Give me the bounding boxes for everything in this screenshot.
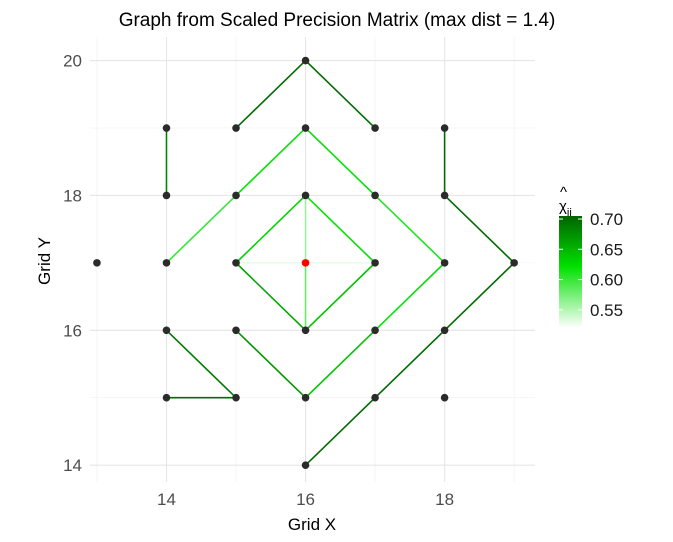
x-axis-ticks: 14 16 18 — [157, 490, 454, 509]
graph-edge — [374, 262, 446, 332]
graph-node — [440, 124, 449, 132]
legend-color-bar — [559, 216, 582, 328]
graph-node — [371, 124, 379, 132]
graph-node — [162, 326, 171, 335]
y-axis-label: Grid Y — [35, 237, 54, 285]
legend-ticks: 0.55 0.60 0.65 0.70 — [559, 210, 623, 320]
graph-node — [371, 191, 379, 200]
legend-title-subscript: ij — [567, 207, 572, 219]
graph-edge — [235, 127, 307, 197]
y-tick-label: 14 — [63, 456, 82, 475]
graph-node — [232, 124, 240, 132]
graph-edge — [304, 127, 376, 197]
y-tick-label: 20 — [63, 52, 82, 71]
graph-edge — [304, 396, 376, 466]
graph-node — [232, 191, 240, 200]
graph-node — [371, 393, 379, 402]
graph-node — [162, 393, 171, 402]
y-tick-label: 18 — [63, 186, 82, 205]
graph-node — [232, 326, 240, 335]
graph-node — [301, 124, 310, 132]
chart-title: Graph from Scaled Precision Matrix (max … — [119, 10, 556, 31]
graph-edge — [235, 329, 307, 399]
y-tick-label: 16 — [63, 321, 82, 340]
grid-lines — [90, 37, 535, 482]
x-tick-label: 16 — [296, 490, 315, 509]
legend-tick-label: 0.55 — [590, 301, 623, 320]
graph-node — [301, 393, 310, 402]
graph-edge — [304, 329, 376, 399]
graph-edge — [235, 59, 307, 129]
graph-edge — [235, 194, 307, 264]
graph-node — [162, 259, 171, 267]
graph-edge — [304, 194, 376, 264]
graph-node — [440, 191, 449, 200]
graph-edge — [374, 194, 446, 264]
graph-node — [371, 259, 379, 267]
graph-node — [162, 124, 171, 132]
color-legend: χij ^ 0.55 0.60 0.65 0.70 — [559, 184, 623, 328]
y-axis-ticks: 14 16 18 20 — [63, 52, 82, 476]
legend-tick-label: 0.60 — [590, 271, 623, 290]
graph-edge — [235, 262, 307, 332]
graph-node — [93, 259, 101, 267]
highlighted-node — [301, 259, 310, 267]
graph-node — [440, 326, 449, 335]
legend-tick-label: 0.65 — [590, 240, 623, 259]
graph-edge — [304, 262, 376, 332]
legend-title: χij — [559, 198, 572, 219]
graph-node — [232, 259, 240, 267]
graph-node — [301, 56, 310, 65]
graph-edge — [165, 194, 237, 264]
x-tick-label: 14 — [157, 490, 176, 509]
legend-title-symbol: χ — [559, 198, 567, 215]
graph-node — [440, 393, 449, 402]
graph-edge — [165, 329, 237, 399]
x-axis-label: Grid X — [288, 515, 336, 534]
graph-edge — [304, 59, 376, 129]
graph-node — [301, 191, 310, 200]
graph-edge — [443, 262, 515, 332]
x-tick-label: 18 — [435, 490, 454, 509]
graph-node — [440, 259, 449, 267]
graph-edge — [443, 194, 515, 264]
graph-edge — [165, 262, 237, 332]
graph-edge — [374, 329, 446, 399]
legend-tick-label: 0.70 — [590, 210, 623, 229]
graph-node — [232, 393, 240, 402]
legend-title-hat: ^ — [560, 184, 567, 201]
graph-node — [162, 191, 171, 200]
graph-node — [371, 326, 379, 335]
graph-node — [301, 326, 310, 335]
nodes-layer — [93, 56, 518, 469]
graph-node — [510, 259, 518, 267]
edges-layer — [96, 59, 515, 466]
graph-node — [301, 461, 310, 469]
